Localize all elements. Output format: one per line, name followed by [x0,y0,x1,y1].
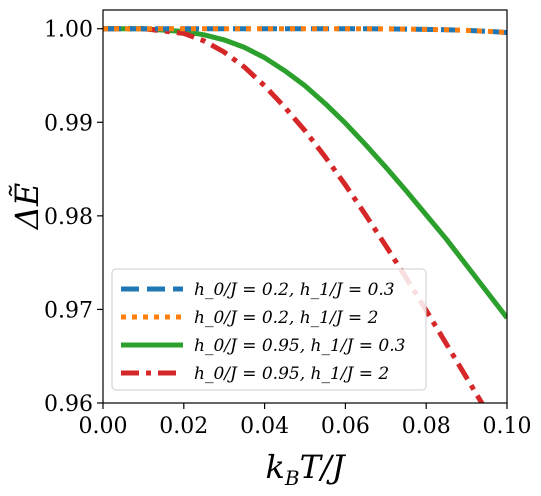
y-tick-label: 0.98 [44,205,93,230]
legend: h_0/J = 0.2, h_1/J = 0.3 h_0/J = 0.2, h_1… [111,268,427,391]
x-axis-title: kBT/J [265,448,346,490]
y-axis: 0.96 0.97 0.98 0.99 1.00 [44,18,103,417]
y-axis-title: ΔẼ [8,183,46,231]
series-line [103,26,507,35]
legend-label: h_0/J = 0.95, h_1/J = 0.3 [194,336,405,356]
plot-frame [102,9,508,404]
y-tick-label: 0.97 [44,298,93,323]
y-tick-label: 1.00 [44,18,93,43]
legend-label: h_0/J = 0.2, h_1/J = 0.3 [194,280,395,300]
x-tick-label: 0.06 [321,414,370,439]
series-line [103,26,507,320]
x-tick-label: 0.02 [159,414,208,439]
series-layer [103,26,507,403]
series-line [103,26,485,403]
y-tick-label: 0.96 [44,392,93,417]
x-tick-label: 0.04 [240,414,289,439]
legend-label: h_0/J = 0.95, h_1/J = 2 [194,364,389,384]
y-tick-label: 0.99 [44,111,93,136]
x-tick-label: 0.10 [483,414,532,439]
legend-label: h_0/J = 0.2, h_1/J = 2 [194,308,378,328]
x-tick-label: 0.00 [79,414,128,439]
legend-frame [111,268,427,391]
x-axis: 0.00 0.02 0.04 0.06 0.08 0.10 [79,403,532,439]
x-tick-label: 0.08 [402,414,451,439]
